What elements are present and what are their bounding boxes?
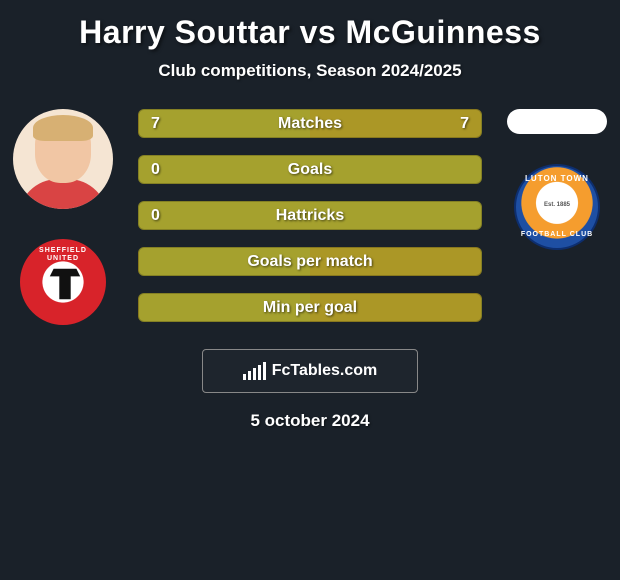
- club-badge-right-top: LUTON TOWN: [516, 175, 598, 184]
- stat-label: Matches: [278, 115, 342, 133]
- stat-bar-goals: Goals 0: [138, 155, 482, 184]
- club-badge-right-est: Est. 1885: [516, 202, 598, 209]
- stat-bar-min-per-goal: Min per goal: [138, 293, 482, 322]
- stat-value-left: 7: [151, 115, 160, 133]
- club-badge-left: SHEFFIELD UNITED: [20, 239, 106, 325]
- stat-label: Goals per match: [247, 253, 372, 271]
- right-player-column: LUTON TOWN Est. 1885 FOOTBALL CLUB: [502, 109, 612, 250]
- stat-value-left: 0: [151, 161, 160, 179]
- player-right-avatar: [507, 109, 607, 134]
- player-left-avatar: [13, 109, 113, 209]
- stat-label: Min per goal: [263, 299, 357, 317]
- brand-bars-icon: [243, 362, 266, 380]
- club-badge-right: LUTON TOWN Est. 1885 FOOTBALL CLUB: [514, 164, 600, 250]
- club-badge-right-bot: FOOTBALL CLUB: [516, 231, 598, 239]
- subtitle: Club competitions, Season 2024/2025: [0, 61, 620, 81]
- stat-label: Hattricks: [276, 207, 344, 225]
- club-badge-left-text: SHEFFIELD UNITED: [22, 247, 104, 262]
- stat-label: Goals: [288, 161, 332, 179]
- stat-value-left: 0: [151, 207, 160, 225]
- stat-bar-hattricks: Hattricks 0: [138, 201, 482, 230]
- stat-value-right: 7: [460, 115, 469, 133]
- brand-text: FcTables.com: [272, 362, 378, 380]
- left-player-column: SHEFFIELD UNITED: [8, 109, 118, 325]
- comparison-card: Harry Souttar vs McGuinness Club competi…: [0, 0, 620, 441]
- date-line: 5 october 2024: [0, 411, 620, 431]
- stat-bar-matches: Matches 7 7: [138, 109, 482, 138]
- main-row: SHEFFIELD UNITED Matches77Goals0Hattrick…: [0, 109, 620, 325]
- page-title: Harry Souttar vs McGuinness: [0, 14, 620, 51]
- brand-box[interactable]: FcTables.com: [202, 349, 418, 393]
- stats-column: Matches 7 7 Goals 0 Hattricks 0 Goals per match…: [138, 109, 482, 322]
- stat-bar-goals-per-match: Goals per match: [138, 247, 482, 276]
